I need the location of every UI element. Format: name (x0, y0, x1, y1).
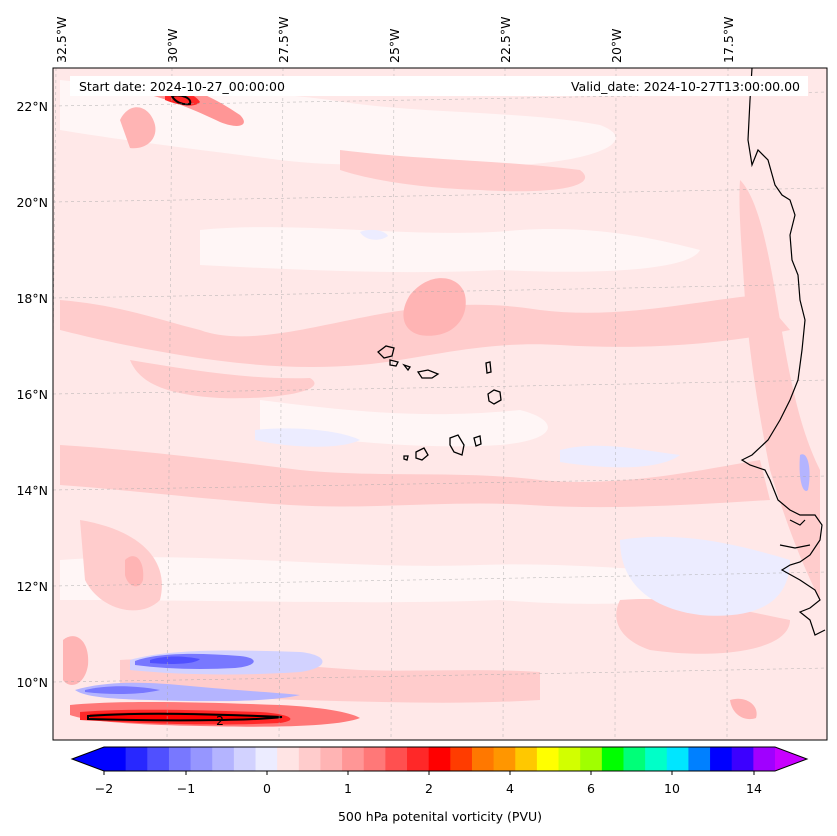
pv-positive-bands (60, 150, 820, 703)
colorbar-tick-labels: −2 −1 0 1 2 4 6 10 14 (95, 781, 762, 796)
colorbar-label: 500 hPa potenital vorticity (PVU) (338, 809, 542, 824)
colorbar-segment (580, 747, 603, 771)
colorbar-segment (623, 747, 646, 771)
lon-label: 25°W (387, 28, 402, 63)
colorbar-tick-label: −1 (177, 781, 195, 796)
colorbar-segment (536, 747, 560, 771)
colorbar-over-arrow (775, 747, 807, 771)
lon-label: 27.5°W (276, 17, 291, 63)
pv-negative-patches (75, 229, 810, 702)
colorbar-segment (363, 747, 386, 771)
colorbar-segment (493, 747, 516, 771)
map-panel: 2 (53, 68, 827, 740)
colorbar-segment (601, 747, 625, 771)
lon-label: 17.5°W (721, 17, 736, 63)
cape-verde-islands (377, 345, 502, 461)
colorbar-under-arrow (72, 747, 104, 771)
coastlines (740, 68, 826, 636)
valid-date-label: Valid_date: 2024-10-27T13:00:00.00 (571, 79, 800, 94)
contour-label: 2 (216, 713, 224, 728)
lat-label: 16°N (16, 387, 48, 402)
colorbar-tick-label: 0 (263, 781, 271, 796)
colorbar-segment (645, 747, 668, 771)
colorbar-segment (731, 747, 754, 771)
colorbar-tick-label: 2 (425, 781, 433, 796)
colorbar-ticks (103, 771, 755, 775)
map-gridlines (53, 68, 827, 740)
colorbar-tick-label: 14 (746, 781, 762, 796)
colorbar-tick-label: 4 (506, 781, 514, 796)
colorbar-segment (666, 747, 690, 771)
colorbar-segment (255, 747, 278, 771)
lon-label: 20°W (609, 28, 624, 63)
lat-label: 10°N (16, 675, 48, 690)
colorbar: −2 −1 0 1 2 4 6 10 14 500 hPa potenital … (70, 746, 809, 824)
lon-label: 30°W (165, 28, 180, 63)
colorbar-segment (190, 747, 213, 771)
colorbar-segment (515, 747, 538, 771)
colorbar-segment (104, 747, 127, 771)
colorbar-segment (471, 747, 495, 771)
colorbar-segment (428, 747, 451, 771)
colorbar-segment (688, 747, 711, 771)
colorbar-segment (168, 747, 192, 771)
colorbar-tick-label: 1 (344, 781, 352, 796)
colorbar-segment (450, 747, 473, 771)
lat-label: 20°N (16, 195, 48, 210)
map-frame (52, 67, 828, 741)
colorbar-segment (710, 747, 733, 771)
colorbar-segment (147, 747, 170, 771)
latitude-labels: 22°N 20°N 18°N 16°N 14°N 12°N 10°N (16, 99, 48, 690)
lon-label: 32.5°W (54, 17, 69, 63)
header-box (70, 76, 808, 96)
colorbar-segment (125, 747, 148, 771)
colorbar-tick-label: −2 (95, 781, 113, 796)
colorbar-segment (212, 747, 235, 771)
colorbar-segment (298, 747, 322, 771)
start-date-label: Start date: 2024-10-27_00:00:00 (79, 79, 285, 94)
colorbar-tick-label: 10 (664, 781, 680, 796)
colorbar-tick-label: 6 (587, 781, 595, 796)
colorbar-segment (320, 747, 343, 771)
colorbar-segment (753, 747, 776, 771)
longitude-labels: 32.5°W 30°W 27.5°W 25°W 22.5°W 20°W 17.5… (54, 17, 736, 63)
lat-label: 18°N (16, 291, 48, 306)
colorbar-segment (385, 747, 408, 771)
colorbar-segments (104, 747, 776, 771)
lat-label: 22°N (16, 99, 48, 114)
colorbar-segment (233, 747, 257, 771)
colorbar-segment (277, 747, 300, 771)
colorbar-segment (407, 747, 430, 771)
colorbar-segment (558, 747, 581, 771)
lat-label: 12°N (16, 579, 48, 594)
lat-label: 14°N (16, 483, 48, 498)
pv-moderate-patches (63, 107, 757, 720)
colorbar-segment (342, 747, 365, 771)
lon-label: 22.5°W (498, 17, 513, 63)
